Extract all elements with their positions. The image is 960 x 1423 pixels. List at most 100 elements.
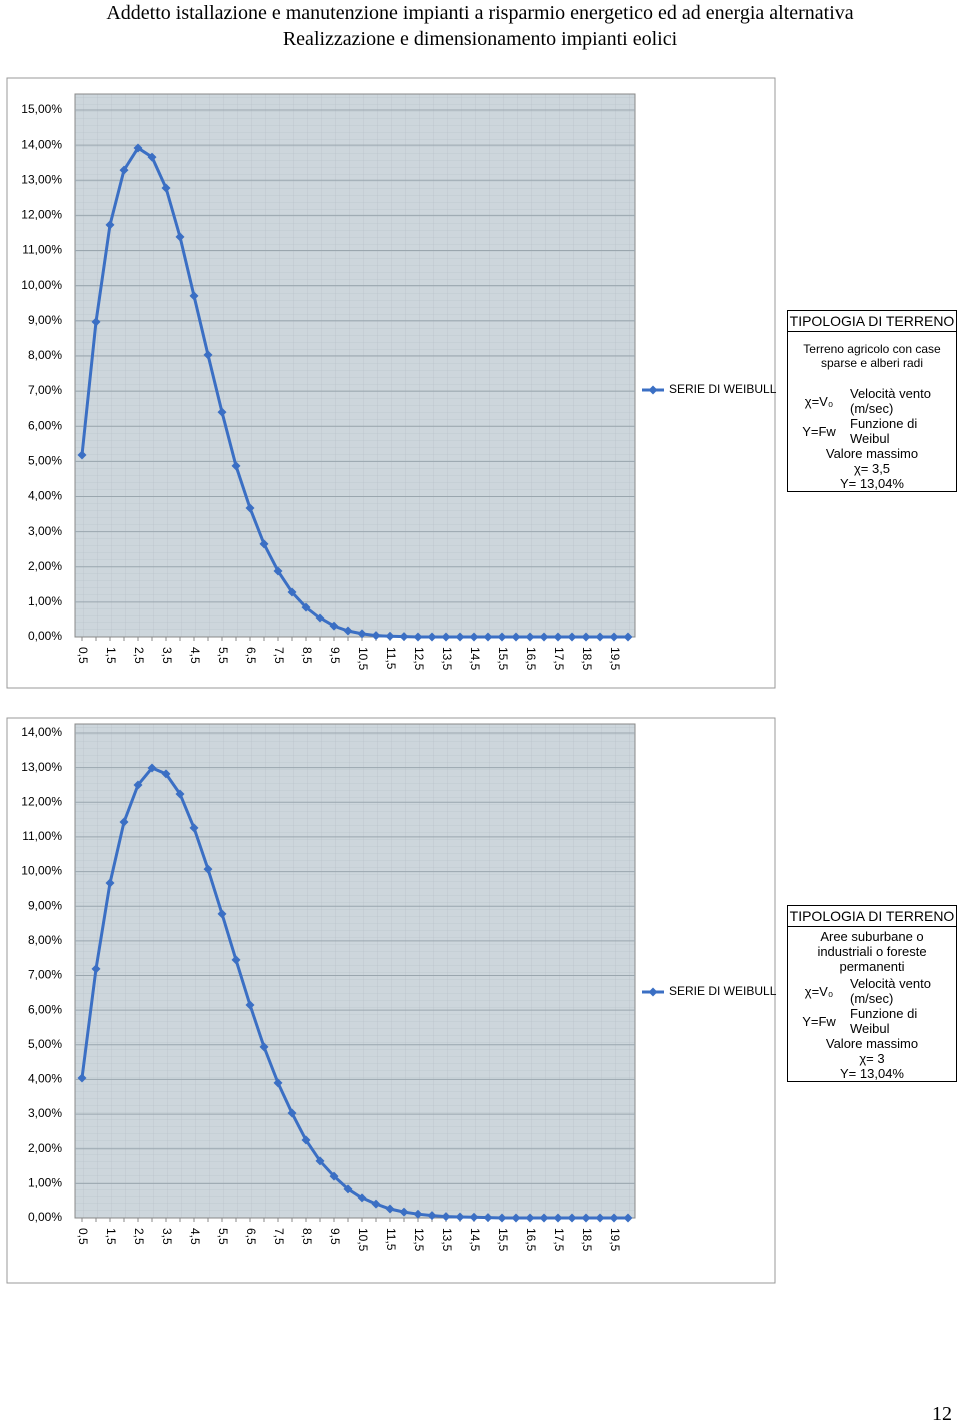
point (315, 1156, 325, 1166)
point (595, 632, 605, 642)
point (231, 461, 241, 471)
x-tick-label: 19,5 (608, 647, 622, 671)
y-tick-label: 0,00% (28, 1210, 62, 1224)
point (385, 1204, 395, 1214)
panel-meaning: Velocità vento (m/sec) (850, 386, 931, 416)
point (315, 613, 325, 623)
point (203, 350, 213, 360)
panel-max-x: χ= 3 (859, 1051, 885, 1066)
info-panel: TIPOLOGIA DI TERRENO Aree suburbane o in… (787, 905, 957, 1082)
point (581, 632, 591, 642)
x-tick-label: 9,5 (328, 1228, 342, 1245)
panel-meaning: Funzione di Weibul (850, 416, 918, 446)
point (119, 817, 129, 827)
panel-meaning: Velocità vento (m/sec) (850, 976, 931, 1006)
point (469, 632, 479, 642)
panel-symbol: χ=V₀ (804, 393, 834, 409)
point (427, 632, 437, 642)
x-tick-label: 17,5 (552, 647, 566, 671)
point (483, 632, 493, 642)
point (161, 769, 171, 779)
point (609, 1213, 619, 1223)
info-panel: TIPOLOGIA DI TERRENO Terreno agricolo co… (787, 310, 957, 492)
point (343, 1184, 353, 1194)
x-tick-label: 1,5 (104, 647, 118, 664)
y-tick-label: 6,00% (28, 418, 62, 432)
x-tick-label: 15,5 (496, 647, 510, 671)
point (469, 1212, 479, 1222)
panel-title: TIPOLOGIA DI TERRENO (788, 906, 956, 927)
point (91, 964, 101, 974)
point (189, 823, 199, 833)
point (371, 1199, 381, 1209)
panel-max-label: Valore massimo (825, 1036, 919, 1051)
point (595, 1213, 605, 1223)
point (567, 1213, 577, 1223)
point (413, 632, 423, 642)
point (273, 566, 283, 576)
point (427, 1211, 437, 1221)
panel-max-y: Y= 13,04% (840, 476, 904, 491)
point (301, 1135, 311, 1145)
y-tick-label: 2,00% (28, 1141, 62, 1155)
x-tick-label: 19,5 (608, 1228, 622, 1252)
y-tick-label: 5,00% (28, 454, 62, 468)
panel-meaning: Funzione di Weibul (850, 1006, 918, 1036)
point (511, 1213, 521, 1223)
point (329, 1171, 339, 1181)
x-tick-label: 10,5 (356, 647, 370, 671)
y-tick-label: 14,00% (21, 137, 62, 151)
y-tick-label: 4,00% (28, 489, 62, 503)
x-tick-label: 13,5 (440, 1228, 454, 1252)
series-line (80, 145, 628, 639)
point (77, 450, 87, 460)
point (539, 1213, 549, 1223)
point (483, 1213, 493, 1223)
x-tick-label: 17,5 (552, 1228, 566, 1252)
x-tick-label: 2,5 (132, 647, 146, 664)
x-tick-label: 5,5 (216, 647, 230, 664)
point (189, 291, 199, 301)
point (287, 587, 297, 597)
point (553, 1213, 563, 1223)
series-line (80, 766, 628, 1220)
x-tick-label: 15,5 (496, 1228, 510, 1252)
y-tick-label: 4,00% (28, 1072, 62, 1086)
point (623, 632, 633, 642)
x-tick-label: 2,5 (132, 1228, 146, 1245)
legend-label: SERIE DI WEIBULL (669, 382, 777, 396)
panel-symbol: χ=V₀ (804, 983, 834, 999)
panel-title: TIPOLOGIA DI TERRENO (788, 311, 956, 332)
x-tick-label: 4,5 (188, 647, 202, 664)
point (175, 789, 185, 799)
point (133, 143, 143, 153)
y-tick-label: 12,00% (21, 794, 62, 808)
y-tick-label: 1,00% (28, 594, 62, 608)
x-tick-label: 7,5 (272, 1228, 286, 1245)
y-tick-label: 0,00% (28, 629, 62, 643)
point (609, 632, 619, 642)
page-number: 12 (932, 1403, 952, 1423)
y-tick-label: 6,00% (28, 1002, 62, 1016)
panel-symbol: Y=Fw (802, 1013, 836, 1029)
x-tick-label: 0,5 (76, 1228, 90, 1245)
point (413, 1209, 423, 1219)
panel-description: Terreno agricolo con case sparse e alber… (803, 342, 941, 370)
plot-area (74, 93, 636, 638)
point (357, 629, 367, 639)
point (525, 1213, 535, 1223)
point (553, 632, 563, 642)
point (399, 1207, 409, 1217)
panel-max-x: χ= 3,5 (853, 461, 891, 476)
point (623, 1213, 633, 1223)
x-tick-label: 13,5 (440, 647, 454, 671)
point (497, 632, 507, 642)
x-tick-label: 18,5 (580, 647, 594, 671)
point (539, 632, 549, 642)
point (77, 1073, 87, 1083)
point (455, 1212, 465, 1222)
x-tick-label: 5,5 (216, 1228, 230, 1245)
y-tick-label: 13,00% (21, 172, 62, 186)
y-tick-label: 7,00% (28, 383, 62, 397)
